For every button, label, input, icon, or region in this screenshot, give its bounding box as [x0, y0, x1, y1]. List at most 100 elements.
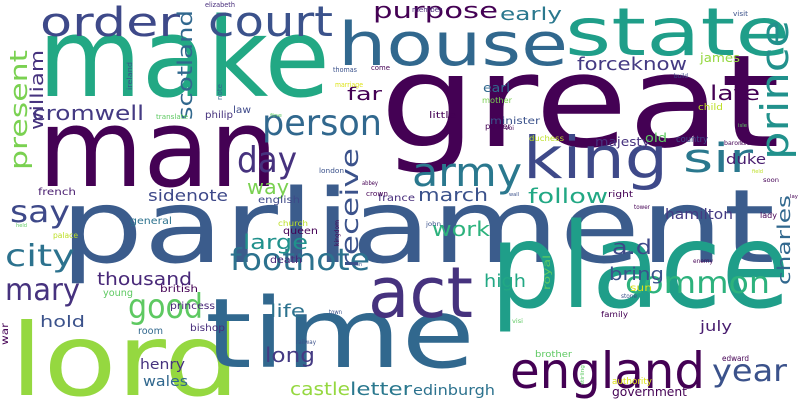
word-stone: stone [621, 293, 637, 300]
word-death: death [270, 255, 302, 266]
word-tower: tower [634, 204, 650, 211]
word-voi: voi [505, 125, 514, 132]
word-place: place [490, 197, 790, 335]
word-city: city [5, 239, 75, 274]
word-government: government [612, 385, 687, 399]
word-far: far [347, 84, 383, 105]
word-prince: prince [753, 20, 797, 160]
word-long: long [265, 343, 315, 367]
word-great: great [380, 28, 780, 177]
word-marriage: marriage [335, 81, 363, 89]
word-edinburgh: edinburgh [413, 383, 495, 399]
word-london: london [319, 167, 344, 175]
word-come: come [371, 64, 390, 72]
word-edward: edward [722, 354, 749, 363]
word-child: child [698, 103, 723, 113]
word-wales: wales [143, 374, 188, 390]
word-church: church [278, 219, 308, 228]
word-country: country [676, 135, 709, 145]
word-present: present [5, 50, 33, 170]
word-scotland: scotland [173, 10, 197, 120]
word-right: right [608, 190, 634, 200]
word-old: old [645, 131, 667, 145]
word-state: state [565, 0, 790, 71]
word-year: year [712, 354, 788, 389]
word-kingdom: kingdom [334, 220, 341, 246]
word-forceknow: forceknow [577, 54, 687, 75]
word-letter: letter [350, 379, 413, 400]
word-baron: baron [724, 140, 742, 147]
word-authority: authority [612, 377, 653, 387]
word-duke: duke [726, 152, 766, 168]
word-don: don [353, 262, 362, 268]
word-england: england [510, 342, 705, 400]
word-follow: follow [528, 184, 608, 208]
word-stirling: stirling [580, 365, 586, 385]
word-minister: minister [490, 116, 541, 127]
word-brother: brother [535, 350, 572, 360]
word-house: house [338, 10, 568, 80]
word-railway: railway [296, 339, 316, 346]
word-mother: mother [482, 96, 513, 105]
word-wall: wall [509, 192, 519, 198]
word-high: high [484, 271, 526, 292]
word-make: make [38, 0, 330, 122]
word-charles: charles [774, 195, 795, 285]
word-lay: lay [790, 194, 798, 200]
word-act: act [368, 252, 473, 334]
word-town: town [329, 309, 342, 316]
word-person: person [262, 103, 382, 144]
word-english: english [258, 195, 300, 206]
word-note: note [216, 84, 224, 100]
word-crown: crown [366, 190, 388, 198]
word-man: man [38, 87, 278, 212]
word-way: way [247, 175, 289, 199]
word-early: early [500, 4, 562, 25]
word-footnote: footnote [230, 243, 370, 278]
word-lord: lord [10, 302, 240, 400]
word-late: late [710, 81, 760, 105]
word-young: young [103, 288, 133, 299]
word-william: william [27, 50, 48, 130]
word-receive: receive [336, 148, 364, 268]
word-enemy: enemy [693, 258, 713, 265]
word-cromwell: cromwell [32, 101, 144, 125]
word-visit: visit [733, 10, 748, 18]
word-army: army [412, 150, 522, 196]
word-time: time [205, 278, 475, 390]
word-order: order [40, 0, 181, 46]
word-sidenote: sidenote [148, 186, 228, 205]
word-sun: sun [630, 283, 652, 294]
word-translate: translate [156, 113, 188, 121]
word-march: march [418, 185, 488, 206]
word-thousand: thousand [97, 269, 192, 290]
word-a-d: a.d [612, 235, 652, 259]
word-henry: henry [140, 357, 185, 373]
word-elizabeth: elizabeth [205, 1, 235, 9]
word-mary: mary [5, 273, 80, 308]
word-sir: sir [683, 136, 754, 182]
word-court: court [208, 0, 333, 46]
word-law: law [233, 105, 251, 116]
word-member: member [412, 6, 442, 14]
word-thomas: thomas [333, 66, 357, 74]
word-little: little [429, 111, 457, 121]
word-work: work [432, 217, 490, 241]
word-castle: castle [290, 379, 350, 400]
word-king: king [523, 124, 668, 192]
word-visi: visi [512, 318, 523, 325]
word-queen: queen [283, 226, 318, 237]
word-bring: bring [609, 264, 664, 285]
word-large: large [243, 230, 308, 254]
word-idle: idle [740, 141, 750, 147]
word-majesty: majesty [595, 135, 650, 149]
word-hamilton: hamilton [665, 207, 733, 223]
word-power: power [485, 122, 512, 131]
word-life: life [270, 301, 305, 322]
word-lady: lady [760, 211, 777, 220]
word-day: day [237, 140, 297, 181]
word-palace: palace [53, 231, 78, 240]
word-soon: soon [763, 177, 779, 184]
word-purpose: purpose [373, 0, 498, 24]
